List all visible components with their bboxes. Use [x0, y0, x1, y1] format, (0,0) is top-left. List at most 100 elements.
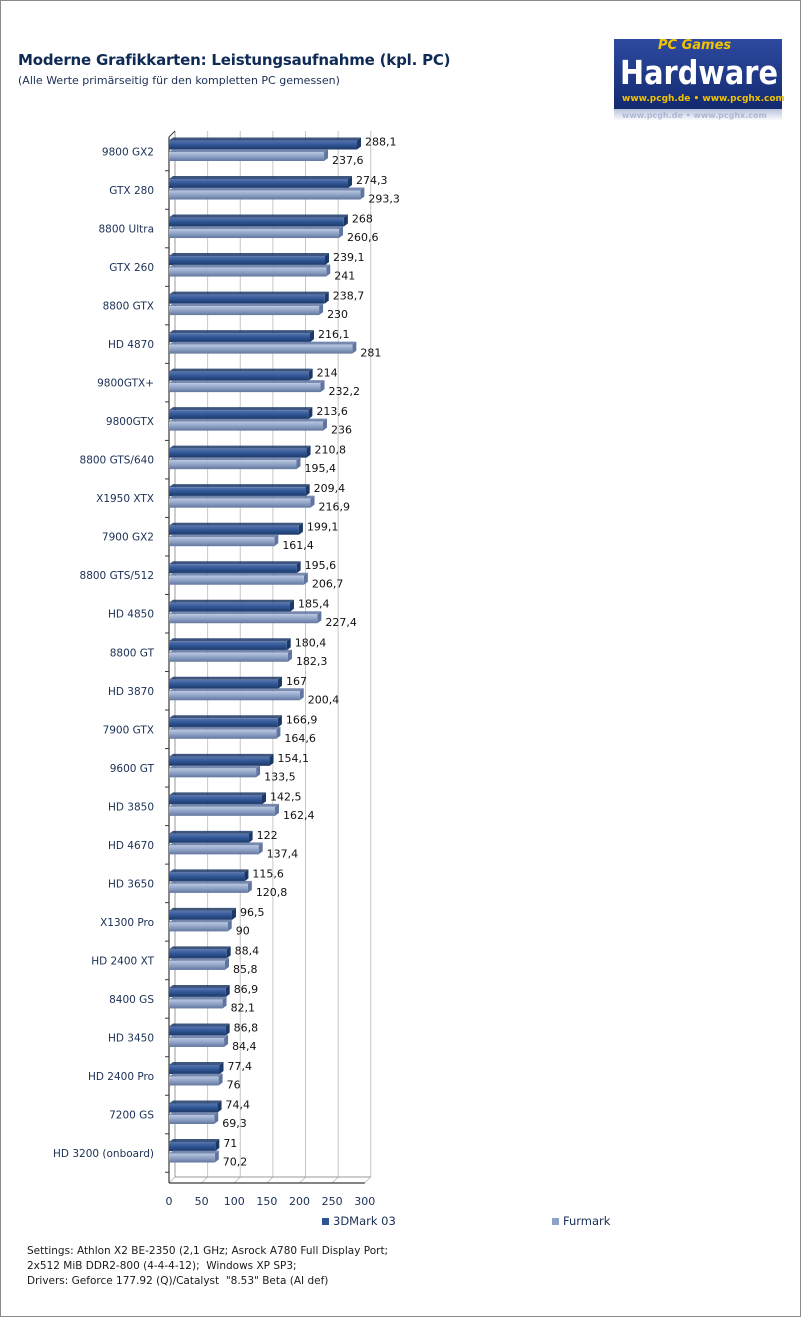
- bar-3dmark03-top: [169, 869, 249, 873]
- logo-top-text: PC Games: [658, 38, 731, 53]
- bar-3dmark03: [169, 679, 278, 689]
- gridline-floor: [299, 1176, 306, 1184]
- legend: 3DMark 03 Furmark: [322, 1214, 611, 1228]
- category-label: 9800GTX+: [97, 378, 154, 390]
- bar-3dmark03-side: [289, 599, 294, 612]
- bar-furmark-top: [169, 264, 331, 268]
- bar-3dmark03-top: [169, 1100, 222, 1104]
- bar-3dmark03-top: [169, 1139, 220, 1143]
- bar-3dmark03-top: [169, 253, 330, 257]
- bar-3dmark03: [169, 1142, 216, 1152]
- category-label: HD 3450: [108, 1032, 154, 1044]
- bar-3dmark03: [169, 1103, 218, 1113]
- bar-furmark: [169, 999, 223, 1009]
- bar-furmark-top: [169, 341, 357, 345]
- bar-furmark-side: [274, 534, 279, 547]
- bar-furmark: [169, 768, 257, 778]
- test-notes: Settings: Athlon X2 BE-2350 (2,1 GHz; As…: [27, 1244, 388, 1289]
- bar-3dmark03-top: [169, 907, 236, 911]
- bar-3dmark03: [169, 179, 348, 189]
- category-label: 9600 GT: [110, 763, 155, 775]
- value-label-3dmark03: 122: [257, 829, 278, 842]
- bar-furmark-top: [169, 572, 308, 576]
- bar-3dmark03-side: [277, 676, 282, 689]
- bar-3dmark03-side: [226, 946, 231, 959]
- bar-3dmark03-top: [169, 368, 313, 372]
- bar-3dmark03-top: [169, 638, 291, 642]
- bar-furmark-side: [319, 303, 324, 316]
- category-label: 8800 GTX: [103, 301, 154, 313]
- bar-furmark-top: [169, 649, 292, 653]
- bar-3dmark03: [169, 410, 309, 420]
- bar-3dmark03-side: [286, 638, 291, 651]
- pcgh-logo: PC Games Hardware www.pcgh.de • www.pcgh…: [614, 38, 784, 121]
- bar-furmark-side: [303, 572, 308, 585]
- value-label-furmark: 206,7: [312, 578, 344, 591]
- bar-furmark-top: [169, 726, 281, 730]
- value-label-3dmark03: 86,9: [234, 983, 259, 996]
- value-label-furmark: 90: [236, 924, 250, 937]
- bar-furmark-top: [169, 187, 365, 191]
- bar-furmark-side: [274, 803, 279, 816]
- value-label-3dmark03: 238,7: [333, 290, 365, 303]
- chart-title: Moderne Grafikkarten: Leistungsaufnahme …: [18, 51, 451, 69]
- bar-3dmark03: [169, 987, 226, 997]
- category-label: HD 4850: [108, 609, 154, 621]
- bar-furmark-side: [299, 688, 304, 701]
- category-label: HD 2400 XT: [91, 955, 154, 967]
- category-label: 8400 GS: [109, 994, 154, 1006]
- value-label-3dmark03: 180,4: [295, 636, 327, 649]
- value-label-furmark: 137,4: [267, 847, 299, 860]
- legend-furmark-swatch: [552, 1218, 559, 1225]
- bar-furmark-top: [169, 418, 327, 422]
- bar-furmark-side: [339, 226, 344, 239]
- bar-furmark-side: [256, 765, 261, 778]
- bar-3dmark03-top: [169, 946, 231, 950]
- category-label: 8800 GTS/512: [80, 570, 154, 582]
- bar-3dmark03: [169, 448, 307, 458]
- bar-3dmark03-top: [169, 753, 274, 757]
- bar-furmark: [169, 614, 318, 624]
- x-tick-label: 200: [289, 1195, 310, 1208]
- value-label-3dmark03: 216,1: [318, 328, 350, 341]
- bar-furmark-top: [169, 149, 329, 152]
- category-label: HD 3650: [108, 878, 154, 890]
- category-label: HD 3850: [108, 801, 154, 813]
- bar-furmark-side: [247, 880, 252, 893]
- value-label-furmark: 82,1: [231, 1001, 256, 1014]
- bar-3dmark03-top: [169, 137, 361, 141]
- notes-line-memory: 2x512 MiB DDR2-800 (4-4-4-12); Windows X…: [27, 1260, 297, 1272]
- bar-furmark: [169, 152, 325, 161]
- value-label-3dmark03: 210,8: [315, 444, 347, 457]
- bar-3dmark03: [169, 487, 306, 497]
- value-label-furmark: 76: [227, 1078, 241, 1091]
- bar-furmark-top: [169, 457, 301, 461]
- value-label-3dmark03: 86,8: [234, 1021, 259, 1034]
- category-label: HD 3870: [108, 686, 154, 698]
- bar-3dmark03: [169, 140, 357, 150]
- notes-line-settings: Settings: Athlon X2 BE-2350 (2,1 GHz; As…: [27, 1245, 389, 1257]
- category-label: 9800 GX2: [102, 147, 154, 159]
- bar-3dmark03-side: [219, 1061, 224, 1074]
- bar-3dmark03-side: [356, 137, 361, 150]
- bar-3dmark03: [169, 718, 278, 728]
- value-label-3dmark03: 166,9: [286, 713, 318, 726]
- bar-3dmark03-side: [347, 176, 352, 189]
- bar-furmark: [169, 883, 248, 893]
- gridline-floor: [233, 1176, 241, 1184]
- category-label: 9800GTX: [106, 416, 154, 428]
- bar-furmark: [169, 306, 320, 316]
- value-label-3dmark03: 185,4: [298, 598, 330, 611]
- value-label-furmark: 230: [327, 308, 348, 321]
- bar-furmark-side: [317, 611, 322, 624]
- bar-3dmark03-top: [169, 445, 311, 449]
- bar-3dmark03-side: [277, 715, 282, 728]
- bar-furmark-side: [296, 457, 301, 470]
- bar-3dmark03-top: [169, 792, 266, 796]
- bar-3dmark03-top: [169, 1061, 224, 1065]
- value-label-3dmark03: 213,6: [316, 405, 348, 418]
- x-tick-label: 50: [195, 1195, 209, 1208]
- bar-3dmark03: [169, 256, 326, 266]
